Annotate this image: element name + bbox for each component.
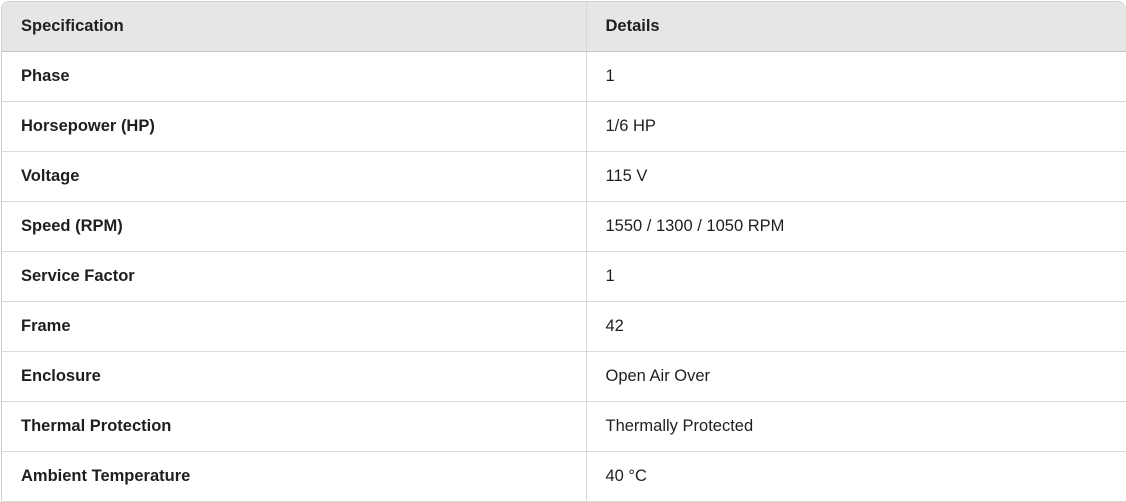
details-cell: 1 [585, 251, 1126, 302]
spec-cell: Horsepower (HP) [2, 101, 586, 152]
spec-cell: Ambient Temperature [2, 451, 586, 502]
header-details: Details [585, 2, 1126, 52]
spec-cell: Frame [2, 301, 586, 352]
details-cell: 1 [585, 51, 1126, 102]
table-row: Enclosure Open Air Over [2, 351, 1126, 402]
table-row: Horsepower (HP) 1/6 HP [2, 101, 1126, 152]
details-cell: 42 [585, 301, 1126, 352]
details-cell: 1550 / 1300 / 1050 RPM [585, 201, 1126, 252]
table-row: Voltage 115 V [2, 151, 1126, 202]
table-row: Thermal Protection Thermally Protected [2, 401, 1126, 452]
table-row: Phase 1 [2, 51, 1126, 102]
spec-cell: Thermal Protection [2, 401, 586, 452]
details-cell: 1/6 HP [585, 101, 1126, 152]
spec-cell: Phase [2, 51, 586, 102]
table-row: Speed (RPM) 1550 / 1300 / 1050 RPM [2, 201, 1126, 252]
table-header-row: Specification Details [2, 2, 1126, 52]
details-cell: 115 V [585, 151, 1126, 202]
spec-cell: Voltage [2, 151, 586, 202]
spec-cell: Speed (RPM) [2, 201, 586, 252]
details-cell: 40 °C [585, 451, 1126, 502]
details-cell: Open Air Over [585, 351, 1126, 402]
table-row: Ambient Temperature 40 °C [2, 451, 1126, 502]
spec-cell: Enclosure [2, 351, 586, 402]
details-cell: Thermally Protected [585, 401, 1126, 452]
spec-cell: Service Factor [2, 251, 586, 302]
table-row: Service Factor 1 [2, 251, 1126, 302]
header-specification: Specification [2, 2, 586, 52]
table-row: Frame 42 [2, 301, 1126, 352]
